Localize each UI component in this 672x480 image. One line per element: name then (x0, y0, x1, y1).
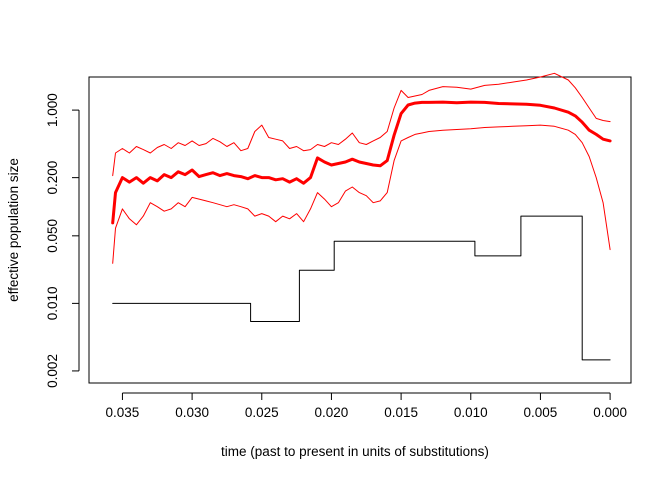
y-tick-label: 0.002 (45, 354, 60, 388)
y-tick-label: 0.200 (45, 161, 60, 195)
x-tick-label: 0.005 (524, 405, 558, 420)
x-tick-label: 0.010 (454, 405, 488, 420)
y-axis-label: effective population size (6, 158, 21, 302)
y-tick-label: 0.010 (45, 286, 60, 320)
x-tick-label: 0.020 (315, 405, 349, 420)
x-tick-label: 0.015 (384, 405, 418, 420)
series-line-step (112, 215, 611, 361)
x-tick-label: 0.000 (593, 405, 627, 420)
x-tick-label: 0.035 (106, 405, 140, 420)
plot-frame (88, 76, 632, 384)
y-axis: 0.002 0.010 0.050 0.200 1.000 (45, 93, 80, 388)
y-tick-label: 0.050 (45, 219, 60, 253)
series-line-upper (112, 72, 611, 177)
x-tick-label: 0.025 (245, 405, 279, 420)
series-layer (111, 72, 612, 361)
series-line-lower (112, 124, 611, 264)
x-axis-label: time (past to present in units of substi… (221, 444, 489, 459)
x-axis: 0.035 0.030 0.025 0.020 0.015 0.010 0.005 0.000 (106, 392, 627, 420)
y-tick-label: 1.000 (45, 93, 60, 127)
x-tick-label: 0.030 (175, 405, 209, 420)
series-line-median (111, 100, 612, 225)
